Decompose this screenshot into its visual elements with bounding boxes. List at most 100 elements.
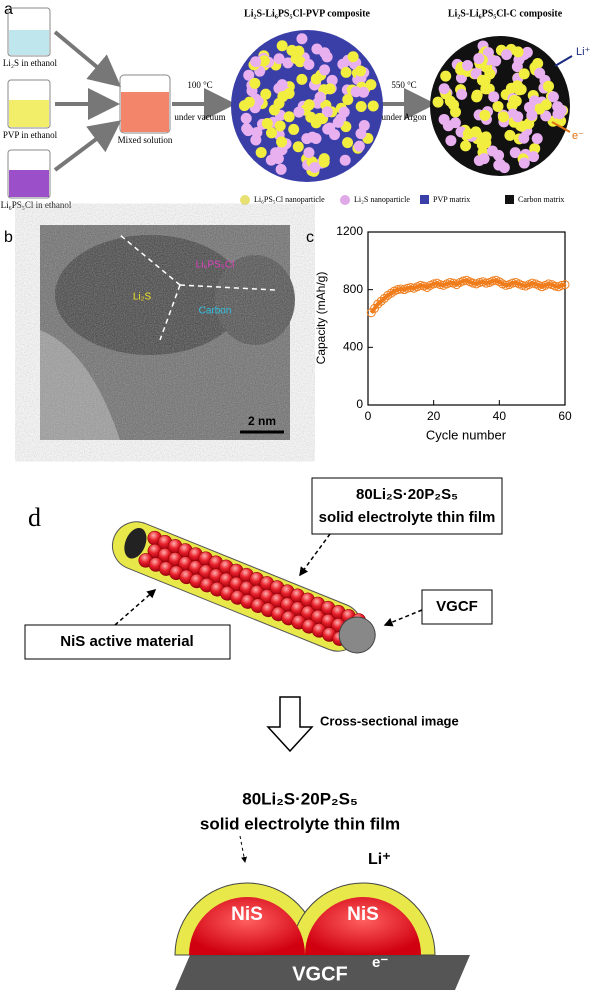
particle — [432, 96, 444, 108]
callout-text: NiS active material — [60, 633, 193, 650]
particle — [275, 163, 287, 175]
particle — [303, 59, 315, 71]
callout-text: solid electrolyte thin film — [319, 509, 496, 526]
data-point — [429, 279, 439, 289]
particle — [260, 88, 272, 100]
particle — [240, 112, 252, 124]
callout-text: 80Li₂S·20P₂S₅ — [356, 486, 458, 503]
beaker — [7, 149, 51, 199]
particle — [305, 111, 317, 123]
particle — [476, 74, 488, 86]
particle — [518, 132, 530, 144]
particle — [515, 83, 527, 95]
particle — [498, 162, 510, 174]
particle — [528, 151, 540, 163]
particle — [274, 120, 286, 132]
particle — [492, 100, 504, 112]
particle — [347, 51, 359, 63]
beaker-label: Li₆PS₅Cl in ethanol — [1, 200, 72, 210]
film-label: solid electrolyte thin film — [200, 814, 400, 833]
particle — [318, 156, 330, 168]
particle — [521, 46, 533, 58]
data-point — [557, 280, 567, 290]
data-point — [507, 278, 517, 288]
particle — [303, 99, 315, 111]
x-tick-label: 40 — [493, 409, 507, 423]
beaker-label: Li₂S in ethanol — [3, 58, 58, 68]
particle — [265, 154, 277, 166]
particle — [497, 111, 509, 123]
particle — [504, 129, 516, 141]
particle — [512, 46, 524, 58]
arrow-label: Cross-sectional image — [320, 713, 459, 728]
particle — [301, 133, 313, 145]
y-tick-label: 0 — [356, 397, 363, 411]
particle — [555, 104, 567, 116]
data-point — [458, 276, 468, 286]
particle — [309, 162, 321, 174]
particle — [509, 147, 521, 159]
pointer — [551, 121, 571, 133]
data-point — [488, 276, 498, 286]
data-point — [481, 278, 491, 288]
region-label: Li₆PS₅Cl — [196, 260, 235, 271]
particle — [310, 132, 322, 144]
particle — [321, 51, 333, 63]
particle — [355, 101, 367, 113]
ion-label: Li⁺ — [368, 851, 391, 868]
beaker — [119, 74, 171, 134]
scale-label: 2 nm — [248, 414, 276, 428]
data-point — [527, 278, 537, 288]
legend-swatch — [340, 195, 350, 205]
nanoparticles — [432, 40, 569, 174]
vgcf-substrate — [175, 955, 470, 990]
particle — [288, 123, 300, 135]
particle — [250, 56, 262, 68]
particle — [508, 94, 520, 106]
arrows — [53, 30, 436, 172]
particle — [243, 69, 255, 81]
legend-label: Carbon matrix — [518, 195, 564, 204]
particle — [512, 111, 524, 123]
particle — [354, 65, 366, 77]
particle — [534, 103, 546, 115]
particle — [339, 154, 351, 166]
panel-label: c — [306, 229, 314, 246]
particle — [501, 49, 513, 61]
particle — [338, 106, 350, 118]
particle — [276, 40, 288, 52]
particle — [479, 109, 491, 121]
particle — [340, 66, 352, 78]
particle — [342, 94, 354, 106]
data-point — [544, 279, 554, 289]
particle — [268, 104, 280, 116]
panel-b: b Li₆PS₅Cl Li₂S Carbon 2 nm — [4, 225, 295, 440]
electron-label: e⁻ — [372, 954, 388, 971]
particle — [462, 60, 474, 72]
particle — [478, 153, 490, 165]
particle — [243, 96, 255, 108]
particle — [355, 128, 367, 140]
particle — [324, 83, 336, 95]
particle — [547, 91, 559, 103]
callout-text: VGCF — [436, 598, 478, 615]
particle — [484, 68, 496, 80]
particle — [456, 88, 468, 100]
nanoparticles — [238, 33, 379, 177]
particle — [319, 64, 331, 76]
particle — [311, 43, 323, 55]
legend-label: Li₂S nanoparticle — [354, 195, 410, 204]
particle — [314, 112, 326, 124]
particle — [296, 33, 308, 45]
particle — [293, 45, 305, 57]
data-point — [468, 278, 478, 288]
x-tick-label: 0 — [365, 409, 372, 423]
tem-noise — [40, 225, 290, 440]
legend-label: Li₆PS₅Cl nanoparticle — [254, 195, 325, 204]
film-label: 80Li₂S·20P₂S₅ — [242, 789, 358, 808]
panel-a: a Li₂S in ethanol PVP in ethanol Li₆PS₅C… — [1, 1, 591, 210]
data-point — [402, 283, 412, 293]
beaker — [7, 79, 51, 129]
particle — [310, 73, 322, 85]
